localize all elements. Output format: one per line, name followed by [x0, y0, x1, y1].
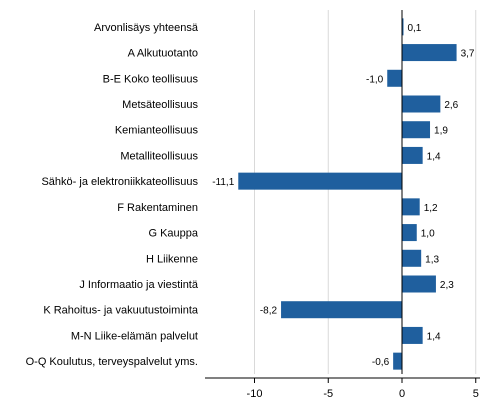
x-axis: -10 -5 0 5	[205, 10, 480, 400]
category-label: A Alkutuotanto	[128, 48, 198, 60]
category-label: B-E Koko teollisuus	[103, 73, 199, 85]
value-labels: 0,1 3,7 -1,0 2,6 1,9 1,4 -11,1 1,2 1,0 1,3 2,3 -8,2…	[212, 23, 475, 368]
category-label: K Rahoitus- ja vakuutustoiminta	[43, 305, 199, 317]
bar	[402, 18, 404, 36]
data-label: 0,1	[407, 23, 421, 34]
data-label: 1,4	[427, 331, 441, 342]
x-tick-label: 0	[399, 388, 405, 400]
data-label: -1,0	[366, 74, 384, 85]
category-labels: Arvonlisäys yhteensä A Alkutuotanto B-E Ko…	[26, 22, 199, 368]
data-label: 1,9	[434, 126, 448, 137]
data-label: 1,0	[421, 229, 435, 240]
bar	[281, 301, 402, 319]
bar	[402, 198, 420, 216]
bar	[402, 44, 457, 62]
category-label: F Rakentaminen	[117, 202, 198, 214]
data-label: -8,2	[260, 306, 278, 317]
category-label: H Liikenne	[146, 253, 198, 265]
category-label: M-N Liike-elämän palvelut	[71, 330, 198, 342]
category-label: G Kauppa	[148, 228, 198, 240]
gridlines	[254, 10, 477, 374]
x-tick-label: 5	[473, 388, 479, 400]
category-label: Metalliteollisuus	[120, 150, 198, 162]
category-label: O-Q Koulutus, terveyspalvelut yms.	[26, 356, 198, 368]
data-label: 2,3	[440, 280, 454, 291]
data-label: 3,7	[461, 49, 475, 60]
category-label: Sähkö- ja elektroniikkateollisuus	[41, 176, 198, 188]
category-label: Metsäteollisuus	[122, 99, 198, 111]
x-tick-label: -5	[323, 388, 333, 400]
data-label: 1,2	[424, 203, 438, 214]
bar	[402, 275, 436, 293]
bar	[402, 249, 422, 267]
bar	[238, 172, 402, 190]
bar	[393, 352, 402, 370]
data-label: 1,4	[427, 151, 441, 162]
bar	[402, 224, 417, 242]
bars	[238, 18, 457, 370]
data-label: 1,3	[425, 254, 439, 265]
bar	[402, 146, 423, 164]
category-label: J Informaatio ja viestintä	[79, 279, 198, 291]
data-label: -11,1	[212, 177, 234, 188]
bar	[402, 326, 423, 344]
category-label: Arvonlisäys yhteensä	[94, 22, 199, 34]
bar	[402, 121, 431, 139]
data-label: 2,6	[444, 100, 458, 111]
x-tick-label: -10	[247, 388, 263, 400]
data-label: -0,6	[372, 357, 390, 368]
bar	[402, 95, 441, 113]
bar	[387, 69, 402, 87]
category-label: Kemianteollisuus	[115, 125, 199, 137]
